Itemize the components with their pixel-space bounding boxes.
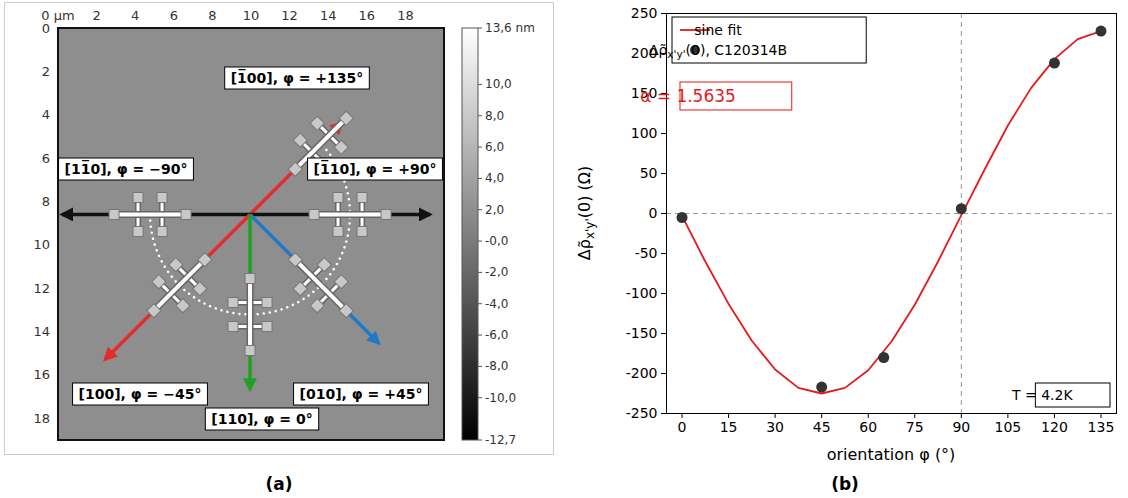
svg-text:30: 30 — [766, 419, 784, 435]
svg-text:14: 14 — [33, 324, 50, 339]
svg-text:-250: -250 — [626, 405, 658, 421]
svg-text:2,0: 2,0 — [485, 203, 504, 217]
svg-text:[1̅00], φ = +135°: [1̅00], φ = +135° — [231, 68, 364, 86]
svg-text:-100: -100 — [626, 285, 658, 301]
svg-text:105: 105 — [995, 419, 1022, 435]
svg-text:50: 50 — [640, 165, 658, 181]
svg-text:6,0: 6,0 — [485, 140, 504, 154]
svg-text:90: 90 — [952, 419, 970, 435]
svg-text:16: 16 — [33, 367, 50, 382]
svg-text:0 µm: 0 µm — [41, 8, 75, 23]
svg-text:8,0: 8,0 — [485, 109, 504, 123]
svg-text:-50: -50 — [635, 245, 658, 261]
svg-text:-8,0: -8,0 — [485, 359, 508, 373]
svg-text:250: 250 — [631, 5, 658, 21]
svg-text:200: 200 — [630, 45, 658, 61]
svg-text:-0,0: -0,0 — [485, 234, 508, 248]
svg-text:4: 4 — [42, 107, 50, 122]
svg-text:0: 0 — [42, 21, 50, 36]
svg-text:13,6 nm: 13,6 nm — [485, 21, 535, 35]
svg-text:-4,0: -4,0 — [485, 297, 508, 311]
svg-text:16: 16 — [359, 8, 376, 23]
svg-text:8: 8 — [208, 8, 216, 23]
svg-text:6: 6 — [42, 151, 50, 166]
svg-text:Δρ̃x'y'(0) (Ω): Δρ̃x'y'(0) (Ω) — [575, 166, 597, 260]
svg-text:2: 2 — [42, 64, 50, 79]
svg-text:12: 12 — [281, 8, 298, 23]
svg-text:4: 4 — [131, 8, 139, 23]
svg-text:18: 18 — [397, 8, 414, 23]
svg-text:120: 120 — [1041, 419, 1068, 435]
svg-text:10: 10 — [243, 8, 260, 23]
svg-text:4,0: 4,0 — [485, 171, 504, 185]
svg-text:Δρ̃x'y'(0), C120314B: Δρ̃x'y'(0), C120314B — [649, 42, 787, 60]
svg-text:T = 4.2K: T = 4.2K — [1011, 387, 1073, 403]
svg-text:[110], φ = 0°: [110], φ = 0° — [211, 411, 312, 427]
svg-text:45: 45 — [813, 419, 831, 435]
svg-text:orientation φ (°): orientation φ (°) — [827, 445, 956, 464]
svg-text:α = 1.5635: α = 1.5635 — [640, 86, 736, 106]
svg-text:2: 2 — [92, 8, 100, 23]
svg-text:10: 10 — [33, 237, 50, 252]
svg-text:0: 0 — [678, 419, 687, 435]
svg-text:-6,0: -6,0 — [485, 328, 508, 342]
svg-text:-12,7: -12,7 — [485, 433, 516, 447]
svg-text:15: 15 — [720, 419, 738, 435]
svg-text:[100], φ = −45°: [100], φ = −45° — [79, 386, 202, 402]
svg-text:[11̅0], φ = −90°: [11̅0], φ = −90° — [65, 159, 188, 177]
svg-text:-10,0: -10,0 — [485, 391, 516, 405]
html-text:(b): (b) — [831, 474, 859, 494]
svg-text:18: 18 — [33, 411, 50, 426]
svg-text:75: 75 — [906, 419, 924, 435]
svg-text:sine fit: sine fit — [694, 22, 742, 38]
svg-text:12: 12 — [33, 281, 50, 296]
svg-text:6: 6 — [170, 8, 178, 23]
svg-text:0: 0 — [649, 205, 658, 221]
svg-text:-2,0: -2,0 — [485, 265, 508, 279]
svg-text:[010], φ = +45°: [010], φ = +45° — [300, 386, 423, 402]
svg-text:100: 100 — [631, 125, 658, 141]
svg-text:-200: -200 — [626, 365, 658, 381]
svg-text:135: 135 — [1088, 419, 1115, 435]
svg-text:10,0: 10,0 — [485, 77, 512, 91]
svg-text:[1̅10], φ = +90°: [1̅10], φ = +90° — [314, 159, 437, 177]
svg-text:14: 14 — [320, 8, 337, 23]
svg-text:8: 8 — [42, 194, 50, 209]
svg-text:(a): (a) — [265, 474, 292, 494]
svg-text:60: 60 — [859, 419, 877, 435]
svg-text:-150: -150 — [626, 325, 658, 341]
